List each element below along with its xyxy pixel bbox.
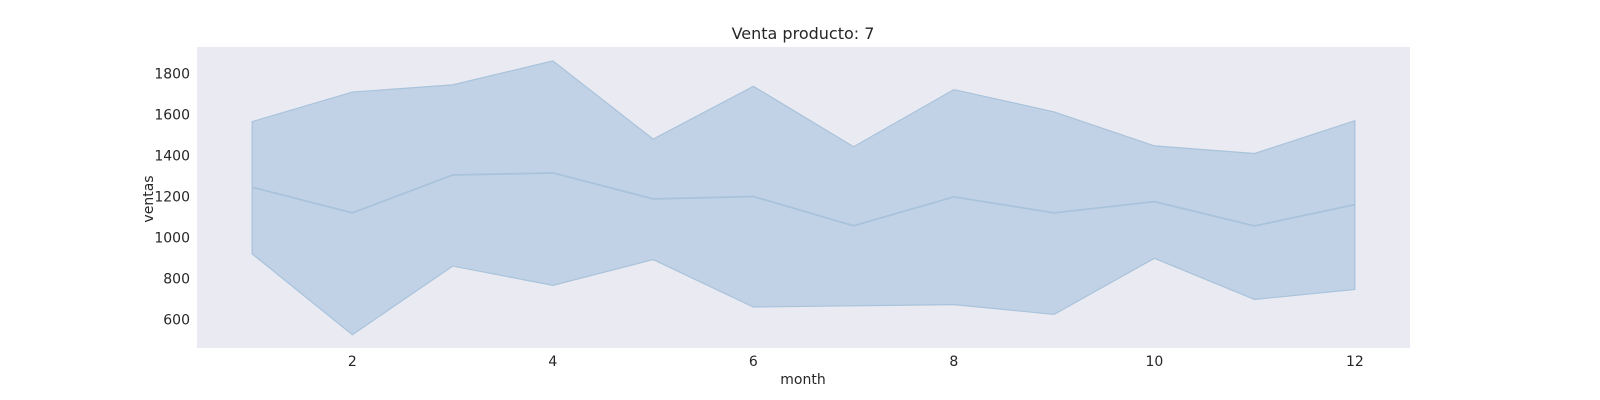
chart-title: Venta producto: 7 [732,24,875,43]
y-tick-label: 1600 [154,108,190,124]
y-tick-label: 600 [163,312,190,328]
confidence-band [251,60,1356,336]
series-line [251,172,1356,227]
x-tick-label: 6 [749,354,758,370]
x-tick-label: 8 [949,354,958,370]
x-axis-label: month [780,372,825,388]
y-tick-label: 1000 [154,230,190,246]
x-tick-label: 4 [548,354,557,370]
x-tick-label: 12 [1346,354,1364,370]
y-axis-label: ventas [141,175,157,222]
y-tick-label: 800 [163,271,190,287]
y-tick-label: 1400 [154,149,190,165]
y-tick-label: 1800 [154,67,190,83]
x-tick-label: 10 [1145,354,1163,370]
x-tick-label: 2 [348,354,357,370]
y-tick-label: 1200 [154,189,190,205]
